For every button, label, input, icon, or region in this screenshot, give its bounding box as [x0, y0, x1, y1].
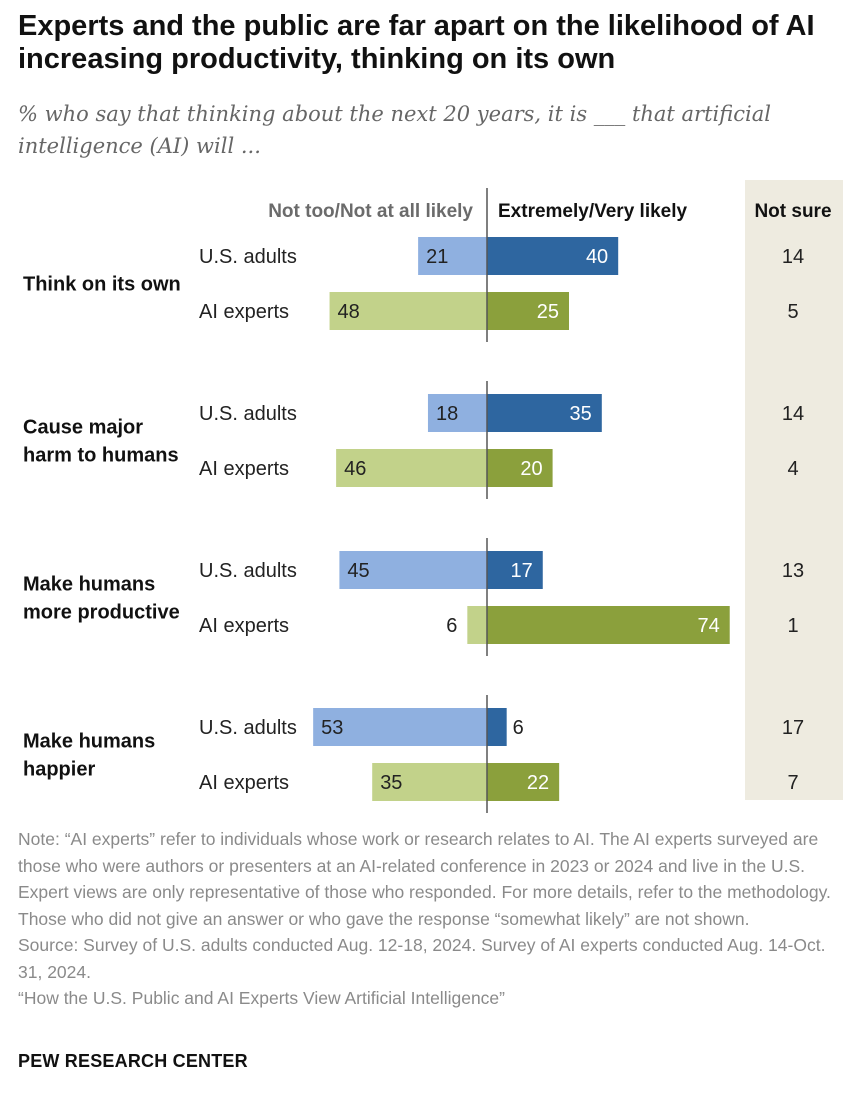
value-likely-adults: 6: [513, 717, 524, 739]
value-unlikely-adults: 45: [347, 560, 369, 582]
category-label: Make humans: [23, 574, 155, 596]
bar-likely-experts: [487, 763, 560, 801]
header-unlikely: Not too/Not at all likely: [268, 201, 473, 222]
not-sure-column-bg: [745, 180, 843, 800]
category-label: more productive: [23, 602, 180, 624]
value-not-sure-adults: 14: [782, 246, 804, 268]
value-unlikely-adults: 18: [436, 403, 458, 425]
value-not-sure-adults: 17: [782, 717, 804, 739]
value-not-sure-adults: 14: [782, 403, 804, 425]
value-likely-experts: 25: [537, 301, 559, 323]
value-not-sure-experts: 4: [787, 458, 798, 480]
bar-unlikely-adults: [313, 708, 487, 746]
series-label-experts: AI experts: [199, 615, 289, 637]
bar-unlikely-adults: [418, 237, 487, 275]
value-not-sure-experts: 5: [787, 301, 798, 323]
chart-notes: Note: “AI experts” refer to individuals …: [18, 826, 848, 1012]
series-label-adults: U.S. adults: [199, 560, 297, 582]
value-unlikely-experts: 35: [380, 772, 402, 794]
report-title: “How the U.S. Public and AI Experts View…: [18, 988, 505, 1008]
value-likely-adults: 35: [570, 403, 592, 425]
bar-likely-experts: [487, 292, 569, 330]
series-label-adults: U.S. adults: [199, 717, 297, 739]
category-label: Think on its own: [23, 274, 181, 296]
value-not-sure-experts: 7: [787, 772, 798, 794]
bar-unlikely-experts: [336, 449, 487, 487]
diverging-bar-chart: Not too/Not at all likely Extremely/Very …: [23, 180, 843, 813]
bar-likely-experts: [487, 449, 553, 487]
category-label: harm to humans: [23, 445, 179, 467]
bar-likely-adults: [487, 394, 602, 432]
chart-title: Experts and the public are far apart on …: [18, 10, 815, 75]
series-label-experts: AI experts: [199, 772, 289, 794]
header-likely: Extremely/Very likely: [498, 201, 688, 222]
category-label: Cause major: [23, 417, 143, 439]
value-likely-adults: 17: [511, 560, 533, 582]
value-likely-experts: 74: [697, 615, 719, 637]
value-unlikely-experts: 46: [344, 458, 366, 480]
source-text: Source: Survey of U.S. adults conducted …: [18, 935, 826, 982]
value-not-sure-experts: 1: [787, 615, 798, 637]
chart-subtitle: % who say that thinking about the next 2…: [18, 102, 771, 158]
series-label-adults: U.S. adults: [199, 403, 297, 425]
bar-unlikely-adults: [339, 551, 487, 589]
bar-unlikely-experts: [467, 606, 487, 644]
series-label-experts: AI experts: [199, 458, 289, 480]
series-label-experts: AI experts: [199, 301, 289, 323]
value-likely-adults: 40: [586, 246, 608, 268]
bar-unlikely-experts: [329, 292, 487, 330]
value-unlikely-adults: 53: [321, 717, 343, 739]
bar-likely-adults: [487, 551, 543, 589]
bar-unlikely-adults: [427, 394, 487, 432]
pew-logo-text: PEW RESEARCH CENTER: [18, 1051, 248, 1071]
series-label-adults: U.S. adults: [199, 246, 297, 268]
bar-likely-experts: [487, 606, 730, 644]
header-not-sure: Not sure: [754, 201, 831, 222]
value-unlikely-experts: 6: [446, 615, 457, 637]
note-text: Note: “AI experts” refer to individuals …: [18, 829, 831, 929]
category-label: Make humans: [23, 731, 155, 753]
value-not-sure-adults: 13: [782, 560, 804, 582]
bar-likely-adults: [487, 708, 507, 746]
category-label: happier: [23, 759, 95, 781]
value-unlikely-experts: 48: [338, 301, 360, 323]
value-likely-experts: 22: [527, 772, 549, 794]
bar-likely-adults: [487, 237, 619, 275]
value-unlikely-adults: 21: [426, 246, 448, 268]
value-likely-experts: 20: [520, 458, 542, 480]
bar-unlikely-experts: [372, 763, 487, 801]
